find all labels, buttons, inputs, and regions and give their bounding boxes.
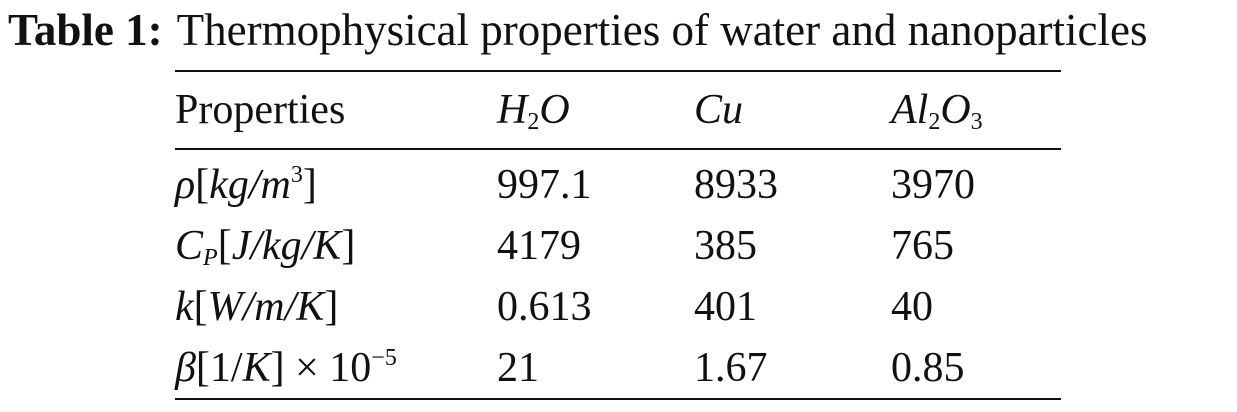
h2o-h: H bbox=[497, 87, 528, 133]
h2o-o: O bbox=[539, 87, 570, 133]
header-h2o: H2O bbox=[497, 72, 694, 148]
header-al2o3: Al2O3 bbox=[891, 72, 1061, 148]
beta-unit: K bbox=[242, 344, 271, 391]
k-close: ] bbox=[324, 283, 339, 330]
table-grid: Properties H2O Cu Al2O3 ρ[kg/m3] 997.1 8… bbox=[175, 72, 1061, 398]
caption-label: Table 1: bbox=[8, 5, 163, 55]
property-density: ρ[kg/m3] bbox=[175, 150, 497, 215]
beta-close: ] × 10 bbox=[270, 344, 372, 391]
k-al2o3: 40 bbox=[891, 283, 933, 330]
beta-sup: −5 bbox=[371, 344, 397, 371]
al2o3-sub-2: 2 bbox=[928, 109, 941, 135]
cp-cu: 385 bbox=[694, 222, 757, 269]
bottom-rule bbox=[175, 398, 1061, 400]
header-cu: Cu bbox=[694, 87, 744, 133]
density-al2o3: 3970 bbox=[891, 161, 975, 208]
properties-table: Properties H2O Cu Al2O3 ρ[kg/m3] 997.1 8… bbox=[175, 70, 1061, 400]
density-close: ] bbox=[302, 161, 317, 208]
cp-unit: J/kg/K bbox=[231, 222, 342, 269]
density-open: [ bbox=[195, 161, 210, 208]
beta-symbol: β bbox=[175, 344, 196, 391]
cp-close: ] bbox=[341, 222, 356, 269]
header-row: Properties H2O Cu Al2O3 bbox=[175, 72, 1061, 148]
table-row-heat-capacity: CP[J/kg/K] 4179 385 765 bbox=[175, 215, 1061, 276]
property-conductivity: k[W/m/K] bbox=[175, 276, 497, 337]
k-cu: 401 bbox=[694, 283, 757, 330]
cp-h2o: 4179 bbox=[497, 222, 581, 269]
caption-title: Thermophysical properties of water and n… bbox=[176, 5, 1148, 55]
al2o3-al: Al bbox=[891, 87, 929, 133]
k-symbol: k bbox=[175, 283, 194, 330]
cp-sub: P bbox=[203, 244, 218, 271]
header-properties: Properties bbox=[175, 87, 346, 133]
cp-al2o3: 765 bbox=[891, 222, 954, 269]
property-expansion: β[1/K] × 10−5 bbox=[175, 337, 497, 398]
beta-h2o: 21 bbox=[497, 344, 539, 391]
k-unit: W/m/K bbox=[207, 283, 325, 330]
beta-al2o3: 0.85 bbox=[891, 344, 965, 391]
al2o3-o: O bbox=[940, 87, 971, 133]
table-row-conductivity: k[W/m/K] 0.613 401 40 bbox=[175, 276, 1061, 337]
property-heat-capacity: CP[J/kg/K] bbox=[175, 215, 497, 276]
density-symbol: ρ bbox=[175, 161, 196, 208]
table-row-expansion: β[1/K] × 10−5 21 1.67 0.85 bbox=[175, 337, 1061, 398]
cp-open: [ bbox=[217, 222, 232, 269]
density-unit: kg/m bbox=[209, 161, 291, 208]
density-sup: 3 bbox=[290, 161, 303, 188]
density-h2o: 997.1 bbox=[497, 161, 592, 208]
table-row-density: ρ[kg/m3] 997.1 8933 3970 bbox=[175, 150, 1061, 215]
density-cu: 8933 bbox=[694, 161, 778, 208]
h2o-sub: 2 bbox=[527, 109, 540, 135]
beta-cu: 1.67 bbox=[694, 344, 768, 391]
al2o3-sub-3: 3 bbox=[970, 109, 983, 135]
k-h2o: 0.613 bbox=[497, 283, 592, 330]
cp-symbol: C bbox=[175, 222, 204, 269]
top-rule bbox=[175, 70, 1061, 72]
table-caption: Table 1: Thermophysical properties of wat… bbox=[8, 4, 1148, 56]
k-open: [ bbox=[193, 283, 208, 330]
header-rule bbox=[175, 148, 1061, 150]
beta-open: [1/ bbox=[195, 344, 243, 391]
